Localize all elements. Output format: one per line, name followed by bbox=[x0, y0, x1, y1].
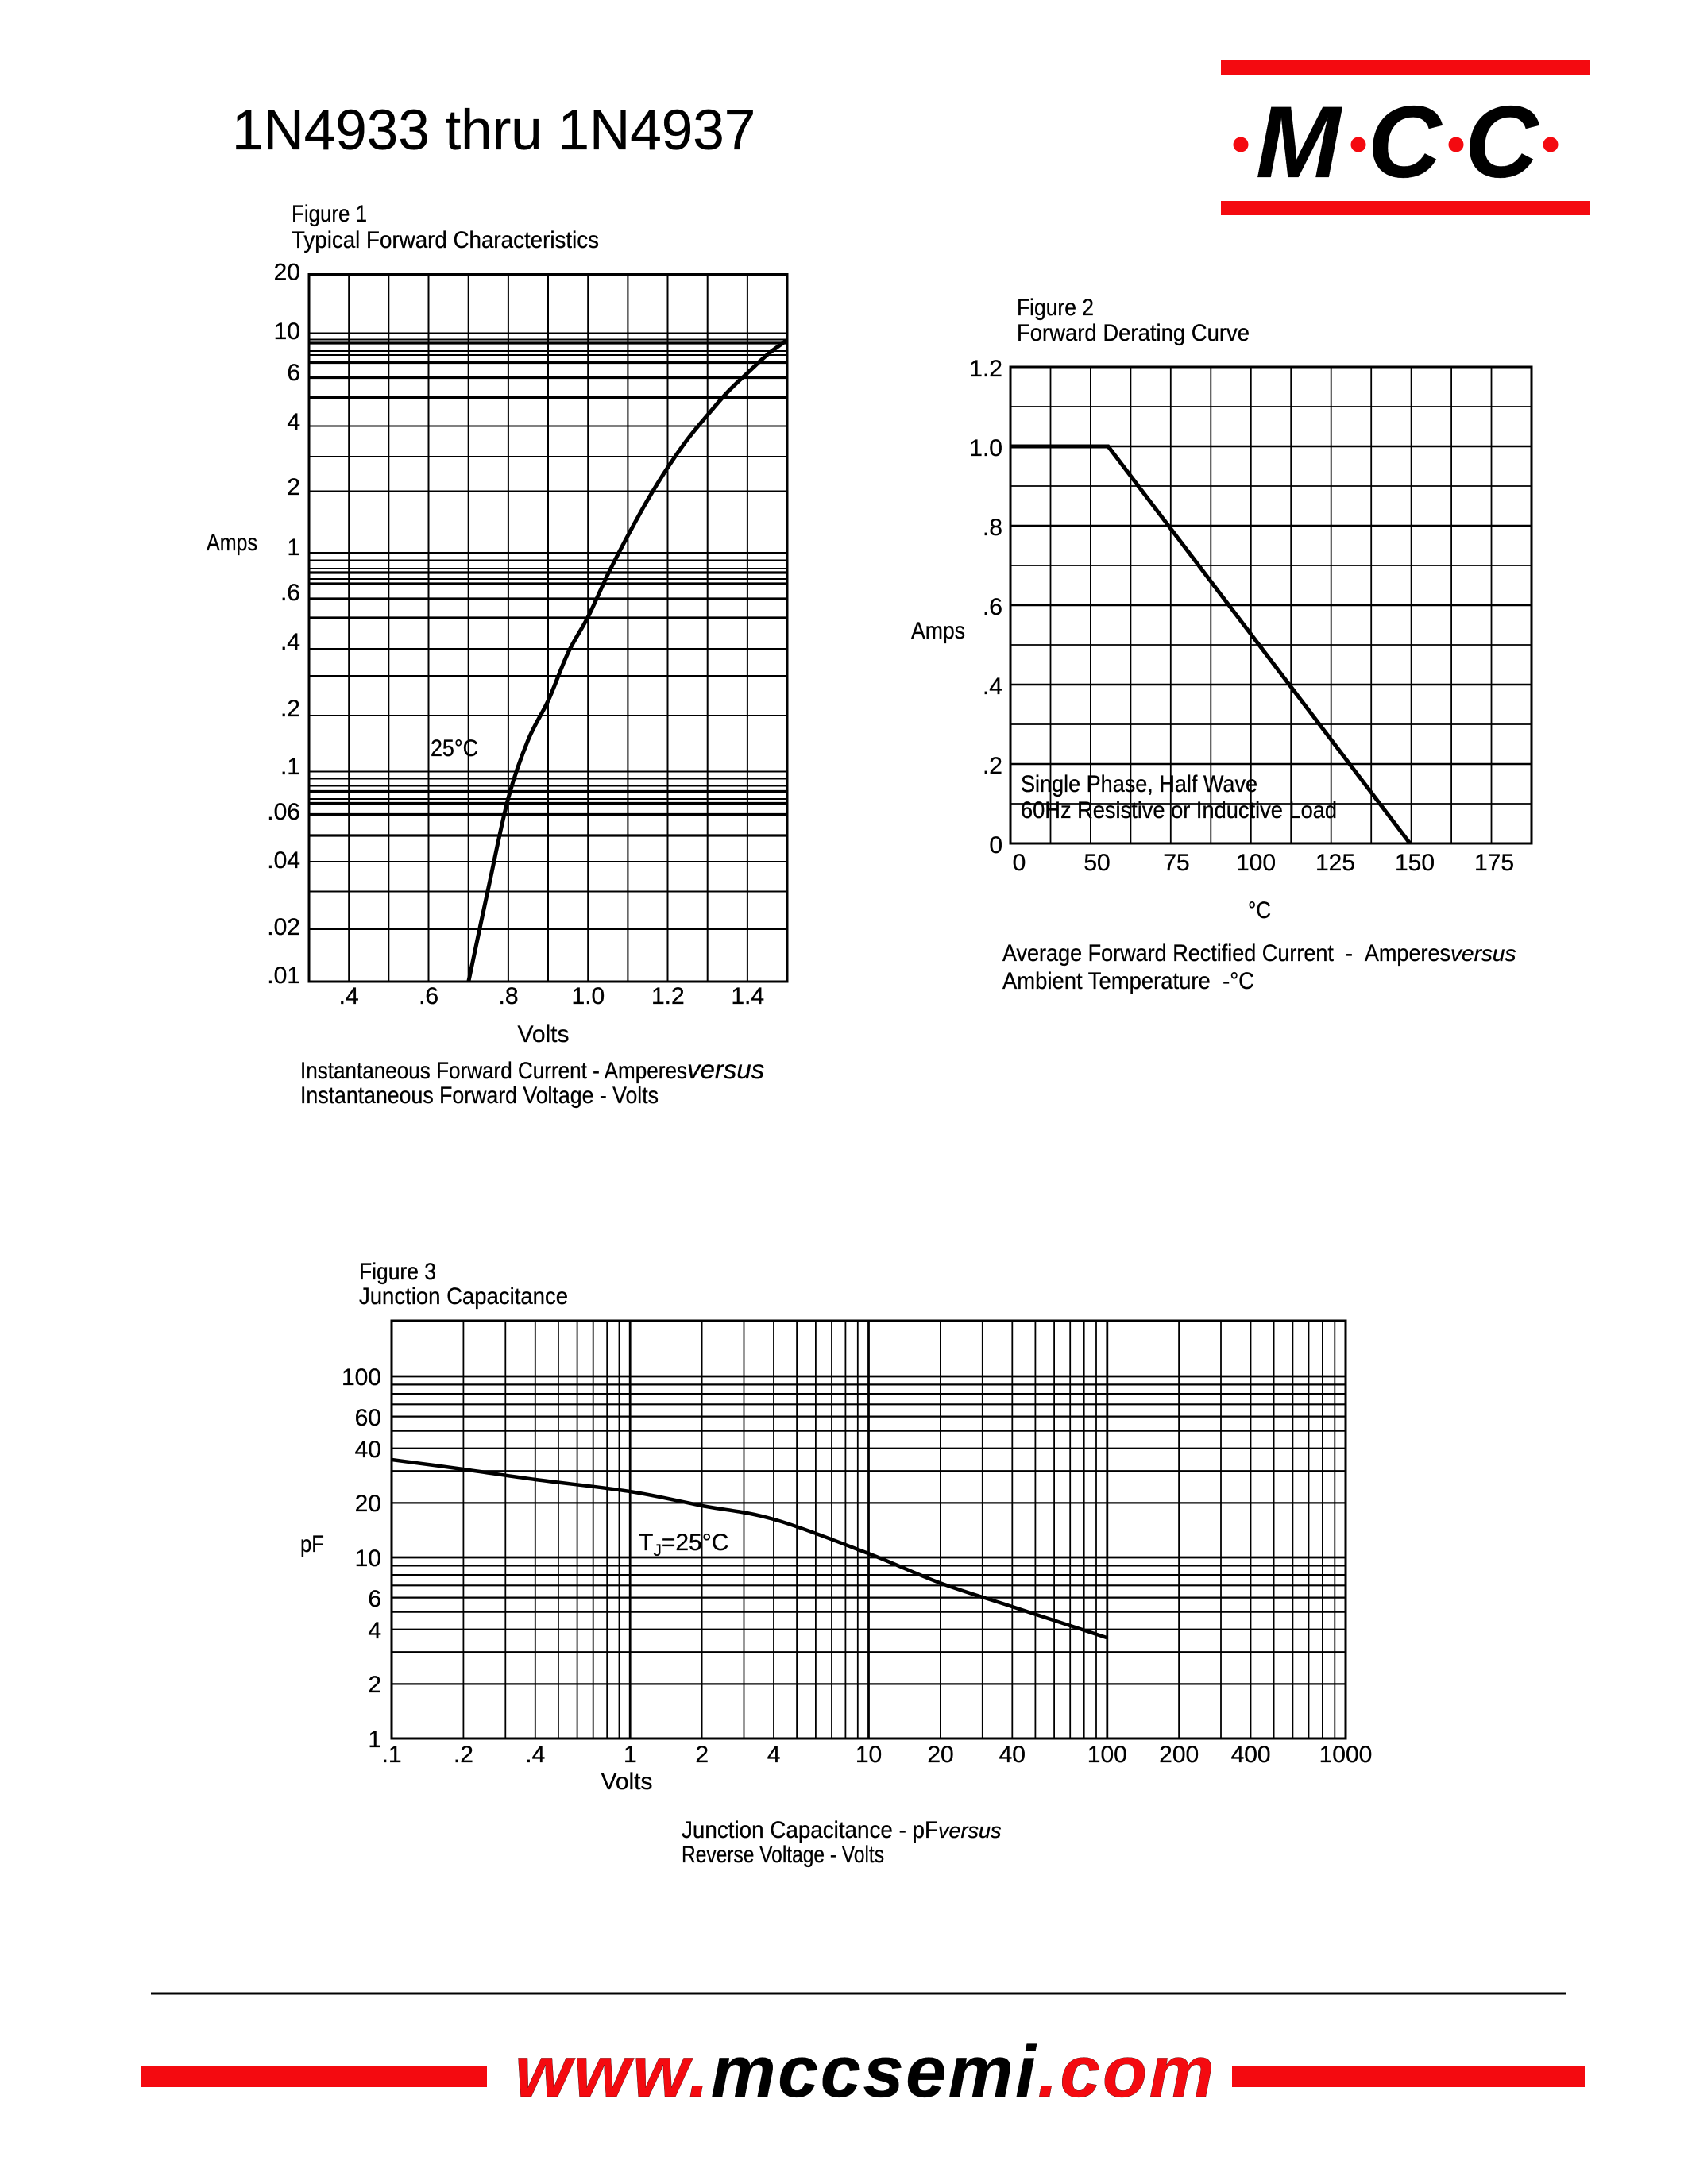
svg-text:Figure 2: Figure 2 bbox=[1017, 295, 1094, 321]
svg-text:Figure 1: Figure 1 bbox=[292, 201, 367, 227]
svg-text:10: 10 bbox=[856, 1742, 882, 1768]
svg-text:.4: .4 bbox=[525, 1742, 545, 1768]
svg-text:1: 1 bbox=[287, 534, 300, 561]
svg-text:Junction Capacitance: Junction Capacitance bbox=[359, 1283, 568, 1310]
svg-text:.02: .02 bbox=[267, 914, 300, 940]
svg-text:400: 400 bbox=[1231, 1742, 1271, 1768]
svg-text:1.2: 1.2 bbox=[651, 983, 685, 1009]
svg-text:100: 100 bbox=[342, 1364, 381, 1391]
svg-text:75: 75 bbox=[1163, 850, 1189, 876]
svg-text:.04: .04 bbox=[267, 847, 300, 874]
svg-text:1.0: 1.0 bbox=[969, 435, 1002, 461]
svg-text:1.4: 1.4 bbox=[731, 983, 764, 1009]
svg-text:60: 60 bbox=[355, 1405, 381, 1431]
svg-text:.4: .4 bbox=[983, 673, 1002, 700]
svg-text:Junction Capacitance - pF: Junction Capacitance - pF bbox=[682, 1817, 938, 1843]
svg-text:60Hz Resistive or Inductive Lo: 60Hz Resistive or Inductive Load bbox=[1021, 797, 1337, 824]
svg-text:pF: pF bbox=[300, 1531, 324, 1557]
svg-text:C: C bbox=[1368, 86, 1443, 199]
svg-text:.4: .4 bbox=[280, 629, 300, 655]
svg-text:Average Forward Rectified Curr: Average Forward Rectified Current - Ampe… bbox=[1002, 940, 1450, 967]
svg-text:Amps: Amps bbox=[207, 530, 257, 556]
svg-text:.01: .01 bbox=[267, 963, 300, 989]
svg-text:.2: .2 bbox=[983, 753, 1002, 779]
svg-text:.6: .6 bbox=[983, 594, 1002, 620]
svg-text:2: 2 bbox=[368, 1672, 381, 1698]
svg-text:1000: 1000 bbox=[1319, 1742, 1373, 1768]
svg-text:0: 0 bbox=[989, 832, 1002, 859]
svg-text:versus: versus bbox=[687, 1055, 764, 1084]
svg-text:Figure 3: Figure 3 bbox=[359, 1259, 436, 1285]
svg-text:4: 4 bbox=[767, 1742, 781, 1768]
svg-text:TJ=25°C: TJ=25°C bbox=[639, 1530, 728, 1560]
svg-text:175: 175 bbox=[1474, 850, 1514, 876]
svg-text:0: 0 bbox=[1013, 850, 1026, 876]
svg-text:4: 4 bbox=[287, 409, 300, 435]
svg-text:Single Phase, Half Wave: Single Phase, Half Wave bbox=[1021, 771, 1257, 797]
svg-text:.2: .2 bbox=[280, 696, 300, 722]
svg-text:versus: versus bbox=[938, 1819, 1002, 1843]
svg-text:20: 20 bbox=[355, 1491, 381, 1517]
svg-text:10: 10 bbox=[355, 1545, 381, 1572]
svg-text:M: M bbox=[1256, 86, 1342, 199]
svg-text:Instantaneous Forward Current: Instantaneous Forward Current - Amperes bbox=[300, 1058, 687, 1084]
svg-text:www.mccsemi.com: www.mccsemi.com bbox=[515, 2032, 1216, 2113]
svg-text:.2: .2 bbox=[454, 1742, 473, 1768]
svg-text:Amps: Amps bbox=[911, 618, 965, 644]
svg-text:2: 2 bbox=[287, 474, 300, 500]
svg-text:1N4933 thru 1N4937: 1N4933 thru 1N4937 bbox=[232, 99, 755, 162]
svg-text:4: 4 bbox=[368, 1618, 381, 1644]
svg-text:40: 40 bbox=[355, 1437, 381, 1463]
svg-text:200: 200 bbox=[1159, 1742, 1199, 1768]
svg-text:.06: .06 bbox=[267, 799, 300, 825]
svg-text:6: 6 bbox=[368, 1586, 381, 1612]
svg-text:1: 1 bbox=[368, 1727, 381, 1753]
svg-text:.1: .1 bbox=[280, 754, 300, 780]
svg-text:10: 10 bbox=[274, 318, 300, 345]
svg-text:1.2: 1.2 bbox=[969, 356, 1002, 382]
svg-text:40: 40 bbox=[999, 1742, 1026, 1768]
svg-text:Typical Forward Characteristic: Typical Forward Characteristics bbox=[292, 227, 599, 253]
svg-text:Forward Derating Curve: Forward Derating Curve bbox=[1017, 320, 1250, 346]
svg-text:100: 100 bbox=[1087, 1742, 1127, 1768]
svg-text:20: 20 bbox=[927, 1742, 953, 1768]
svg-text:6: 6 bbox=[287, 360, 300, 386]
svg-text:Instantaneous Forward Voltage: Instantaneous Forward Voltage - Volts bbox=[300, 1082, 659, 1109]
svg-text:C: C bbox=[1465, 86, 1539, 199]
svg-text:1: 1 bbox=[624, 1742, 637, 1768]
svg-text:150: 150 bbox=[1395, 850, 1435, 876]
svg-text:Volts: Volts bbox=[601, 1769, 652, 1795]
svg-text:.1: .1 bbox=[381, 1742, 401, 1768]
svg-text:.6: .6 bbox=[280, 580, 300, 606]
svg-text:.6: .6 bbox=[419, 983, 438, 1009]
svg-text:100: 100 bbox=[1236, 850, 1276, 876]
svg-text:1.0: 1.0 bbox=[572, 983, 605, 1009]
svg-text:2: 2 bbox=[695, 1742, 709, 1768]
svg-text:versus: versus bbox=[1450, 941, 1516, 966]
svg-text:25°C: 25°C bbox=[431, 735, 478, 762]
svg-text:125: 125 bbox=[1315, 850, 1355, 876]
svg-text:Volts: Volts bbox=[517, 1021, 569, 1048]
svg-text:.4: .4 bbox=[339, 983, 359, 1009]
svg-text:Reverse Voltage - Volts: Reverse Voltage - Volts bbox=[682, 1842, 884, 1868]
svg-text:50: 50 bbox=[1083, 850, 1110, 876]
svg-text:°C: °C bbox=[1248, 897, 1271, 924]
svg-text:20: 20 bbox=[274, 260, 300, 286]
svg-text:Ambient Temperature -°C: Ambient Temperature -°C bbox=[1002, 968, 1254, 994]
svg-text:.8: .8 bbox=[983, 515, 1002, 541]
svg-text:.8: .8 bbox=[498, 983, 518, 1009]
